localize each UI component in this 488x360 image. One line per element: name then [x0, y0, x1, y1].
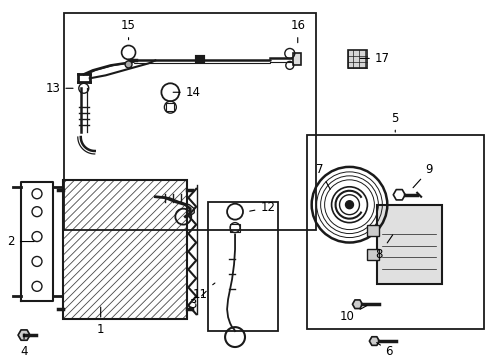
- Bar: [292, 53, 300, 66]
- Bar: [366, 249, 379, 260]
- Bar: [64, 13, 315, 230]
- Bar: [347, 50, 366, 68]
- Text: 1: 1: [97, 307, 104, 336]
- Bar: [377, 205, 441, 284]
- Text: 17: 17: [360, 52, 389, 65]
- Circle shape: [345, 201, 353, 209]
- Text: 8: 8: [375, 235, 392, 261]
- Text: 5: 5: [391, 112, 398, 132]
- Text: 12: 12: [249, 201, 275, 214]
- Circle shape: [125, 61, 132, 68]
- Text: 11: 11: [192, 283, 215, 301]
- Text: 6: 6: [376, 343, 392, 357]
- Text: 9: 9: [412, 163, 432, 188]
- Bar: [229, 224, 240, 231]
- Polygon shape: [352, 300, 362, 309]
- Bar: [166, 103, 174, 111]
- Bar: [306, 135, 483, 329]
- Text: 4: 4: [20, 334, 28, 357]
- Text: 13: 13: [45, 82, 73, 95]
- Polygon shape: [18, 330, 30, 340]
- Bar: [63, 180, 187, 319]
- Polygon shape: [368, 337, 379, 345]
- Text: 3: 3: [189, 291, 206, 311]
- Text: 15: 15: [121, 19, 136, 40]
- Bar: [208, 202, 277, 331]
- Text: 14: 14: [173, 86, 201, 99]
- Text: 10: 10: [339, 306, 366, 323]
- Text: 16: 16: [290, 19, 305, 43]
- Text: 2: 2: [7, 235, 34, 248]
- Text: 7: 7: [315, 163, 329, 189]
- Bar: [366, 225, 379, 235]
